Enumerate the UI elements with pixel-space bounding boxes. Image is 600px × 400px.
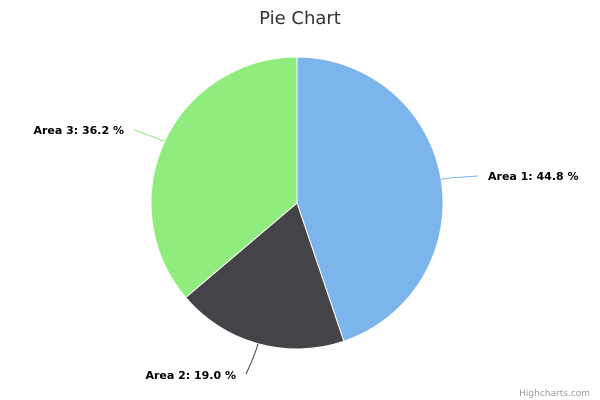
pie-slice-area-3[interactable] [150, 56, 298, 298]
label-connectors [133, 129, 479, 375]
data-label-3: Area 3: 36.2 % [33, 124, 124, 137]
label-connector-1 [440, 175, 479, 180]
chart-title: Pie Chart [259, 8, 341, 29]
label-connector-3 [133, 129, 165, 143]
data-label-1: Area 1: 44.8 % [488, 170, 579, 183]
data-label-2: Area 2: 19.0 % [145, 369, 236, 382]
pie-slices [150, 56, 444, 350]
credits-link[interactable]: Highcharts.com [519, 389, 590, 399]
data-labels: Area 1: 44.8 % Area 2: 19.0 % Area 3: 36.2… [33, 124, 578, 382]
label-connector-2 [245, 343, 259, 375]
pie-slice-area-1[interactable] [296, 56, 444, 342]
